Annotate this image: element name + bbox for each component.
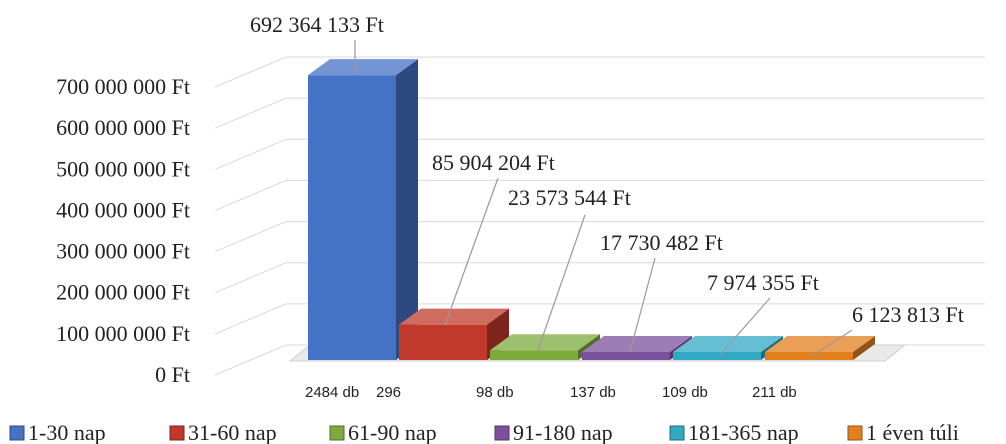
bar-front [490,350,578,360]
bar-top [399,308,509,325]
bar-side [853,336,875,360]
bar-front [399,324,487,360]
x-tick-label: 109 db [662,384,708,401]
bar-top [490,334,600,351]
legend-item: 1 éven túli [847,420,959,444]
leader-line [629,257,656,353]
legend-label: 181-365 nap [688,420,799,444]
bars [308,59,875,361]
bar-front [673,352,761,360]
legend-label: 1 éven túli [866,420,959,444]
gridline-slant [214,97,287,129]
x-tick-label: 296 [376,384,401,401]
leader-line [537,214,586,351]
leader-line [811,329,853,357]
legend-item: 61-90 nap [329,420,437,444]
legend-item: 31-60 nap [169,420,277,444]
y-tick-label: 100 000 000 Ft [56,321,190,346]
y-tick-label: 200 000 000 Ft [56,280,190,305]
y-tick-label: 0 Ft [155,362,190,387]
bar [765,336,875,360]
y-tick-label: 500 000 000 Ft [56,156,190,181]
x-tick-label: 2484 db [305,384,359,401]
gridline-slant [214,179,287,211]
y-tick-label: 300 000 000 Ft [56,239,190,264]
y-tick-label: 400 000 000 Ft [56,197,190,222]
x-tick-label: 211 db [752,384,797,401]
data-label: 7 974 355 Ft [707,270,819,295]
legend-swatch [494,425,510,441]
legend: 1-30 nap 31-60 nap 61-90 nap 91-180 nap 181-… [9,420,959,444]
legend-swatch [669,425,685,441]
bar-top [673,336,783,352]
legend-item: 181-365 nap [669,420,799,444]
bar-front [308,75,396,361]
data-label-leader-lines [354,40,853,357]
legend-swatch [847,425,863,441]
gridline-slant [214,262,287,294]
bar-top [582,336,692,352]
legend-item: 1-30 nap [9,420,106,444]
bar-front [582,352,670,360]
legend-label: 31-60 nap [188,420,277,444]
data-label: 6 123 813 Ft [852,302,964,327]
leader-line [444,177,499,326]
x-tick-label: 137 db [570,384,616,401]
data-label: 85 904 204 Ft [432,150,555,175]
y-tick-label: 700 000 000 Ft [56,74,190,99]
bar-front [765,352,853,360]
gridline-slant [214,138,287,170]
gridline-slant [214,344,287,376]
legend-swatch [9,425,25,441]
gridline-slant [214,221,287,253]
bar-top [765,336,875,352]
legend-swatch [329,425,345,441]
data-label: 23 573 544 Ft [508,185,631,210]
data-labels: 692 364 133 Ft 85 904 204 Ft 23 573 544 Ft… [250,12,964,327]
legend-label: 91-180 nap [513,420,613,444]
legend-label: 61-90 nap [348,420,437,444]
x-axis-tick-labels: 2484 db 296 98 db 137 db 109 db 211 db [305,384,797,401]
y-tick-label: 600 000 000 Ft [56,115,190,140]
bar-side [396,59,418,361]
gridline-slant [214,303,287,335]
gridline-slant [214,56,287,88]
legend-item: 91-180 nap [494,420,613,444]
data-label: 692 364 133 Ft [250,12,384,37]
x-tick-label: 98 db [476,384,514,401]
legend-label: 1-30 nap [28,420,106,444]
leader-line [719,297,771,356]
bar [308,59,418,361]
bar-top [308,59,418,76]
y-axis-tick-labels: 0 Ft 100 000 000 Ft 200 000 000 Ft 300 000 … [56,74,190,387]
legend-swatch [169,425,185,441]
data-label: 17 730 482 Ft [600,230,723,255]
